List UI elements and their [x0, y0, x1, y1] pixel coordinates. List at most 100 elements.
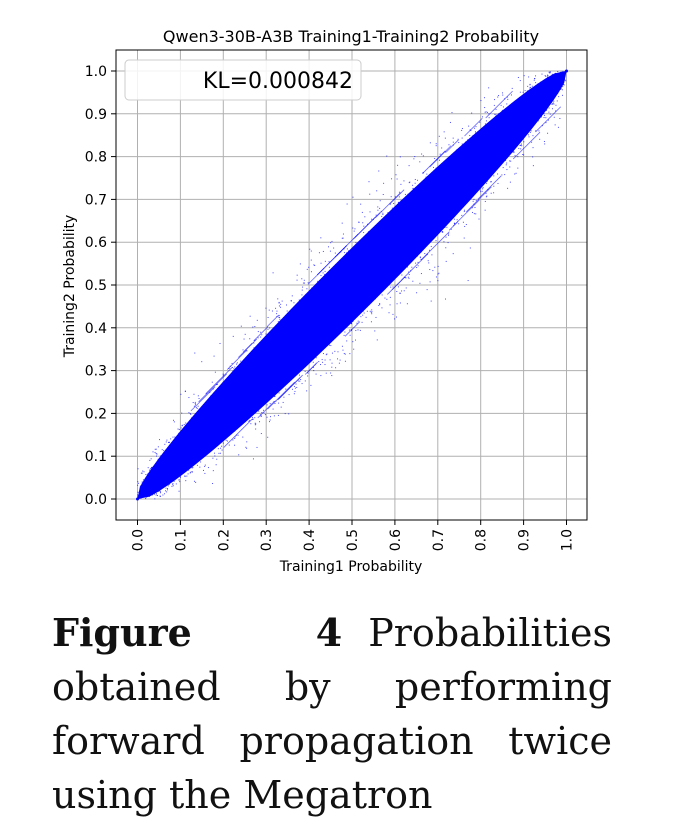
scatter-point	[284, 355, 286, 357]
scatter-point	[296, 279, 298, 281]
scatter-point	[396, 225, 398, 227]
scatter-point	[151, 466, 153, 468]
scatter-point	[330, 330, 332, 332]
scatter-point	[561, 72, 563, 74]
scatter-point	[488, 177, 490, 179]
scatter-point	[403, 221, 405, 223]
scatter-point	[494, 166, 496, 168]
scatter-point	[326, 332, 328, 334]
x-tick-label: 0.4	[302, 529, 318, 551]
scatter-point	[273, 359, 275, 361]
scatter-point	[500, 112, 502, 114]
scatter-point	[349, 315, 351, 317]
scatter-point	[203, 437, 205, 439]
scatter-point	[551, 108, 553, 110]
scatter-point	[441, 231, 443, 233]
scatter-point	[268, 376, 270, 378]
scatter-point	[354, 314, 356, 316]
scatter-point	[145, 484, 147, 486]
scatter-point	[470, 153, 472, 155]
scatter-point	[158, 487, 160, 489]
scatter-point	[539, 138, 541, 140]
scatter-point	[526, 119, 528, 121]
scatter-point	[321, 319, 323, 321]
scatter-point	[199, 440, 201, 442]
scatter-point	[322, 317, 324, 319]
scatter-point	[154, 491, 156, 493]
scatter-point	[241, 392, 243, 394]
axis-ticks: 0.0 0.1 0.2 0.3 0.4 0.5 0.6 0.7 0.8 0.9 1.00.00.10…	[85, 64, 576, 551]
scatter-point	[307, 372, 309, 374]
scatter-point	[547, 94, 549, 96]
scatter-point	[361, 249, 363, 251]
scatter-point	[340, 311, 342, 313]
scatter-point	[396, 291, 398, 292]
scatter-point	[467, 169, 469, 171]
scatter-point	[253, 342, 255, 344]
scatter-point	[238, 410, 240, 412]
scatter-point	[269, 384, 271, 386]
scatter-point	[334, 273, 336, 275]
scatter-point	[461, 158, 463, 160]
scatter-point	[476, 131, 478, 133]
scatter-streak	[387, 276, 406, 295]
scatter-point	[155, 464, 157, 466]
scatter-point	[435, 195, 437, 197]
scatter-point	[337, 319, 339, 321]
scatter-point	[176, 443, 178, 445]
scatter-point	[495, 168, 497, 170]
scatter-point	[256, 364, 258, 366]
scatter-point	[543, 109, 545, 111]
scatter-point	[385, 236, 387, 238]
scatter-point	[311, 324, 313, 326]
scatter-point	[284, 335, 286, 337]
scatter-point	[493, 135, 495, 137]
scatter-point	[520, 144, 522, 146]
scatter-point	[250, 423, 252, 425]
scatter-point	[250, 369, 252, 371]
scatter-point	[523, 103, 525, 105]
scatter-point	[439, 187, 441, 189]
scatter-point	[321, 302, 323, 304]
scatter-point	[449, 169, 451, 171]
scatter-point	[218, 393, 220, 395]
scatter-point	[176, 453, 178, 455]
scatter-point	[210, 437, 212, 439]
scatter-point	[464, 199, 466, 201]
scatter-point	[199, 442, 201, 444]
scatter-point	[191, 465, 193, 467]
scatter-point	[295, 348, 297, 350]
scatter-point	[440, 165, 442, 167]
scatter-point	[489, 150, 491, 152]
scatter-point	[408, 223, 410, 225]
scatter-point	[185, 422, 187, 424]
scatter-point	[482, 182, 484, 184]
scatter-point	[266, 416, 268, 418]
scatter-point	[178, 469, 180, 471]
scatter-point	[388, 234, 390, 236]
scatter-point	[244, 402, 246, 404]
scatter-point	[248, 420, 250, 422]
scatter-point	[176, 477, 178, 479]
scatter-point	[139, 488, 141, 490]
scatter-point	[541, 116, 543, 118]
scatter-point	[452, 177, 454, 179]
scatter-point	[494, 133, 496, 135]
scatter-point	[359, 329, 361, 331]
scatter-point	[183, 466, 185, 468]
scatter-point	[312, 350, 314, 352]
scatter-point	[341, 345, 343, 347]
scatter-point	[466, 144, 468, 146]
scatter-point	[433, 197, 435, 199]
scatter-point	[399, 156, 401, 158]
scatter-point	[403, 290, 405, 292]
scatter-point	[175, 471, 177, 473]
scatter-point	[284, 334, 286, 336]
scatter-point	[526, 107, 528, 109]
scatter-point	[400, 247, 402, 249]
scatter-point	[228, 396, 230, 398]
scatter-point	[337, 310, 339, 312]
scatter-point	[313, 370, 315, 372]
scatter-point	[494, 167, 496, 169]
scatter-point	[347, 290, 349, 292]
